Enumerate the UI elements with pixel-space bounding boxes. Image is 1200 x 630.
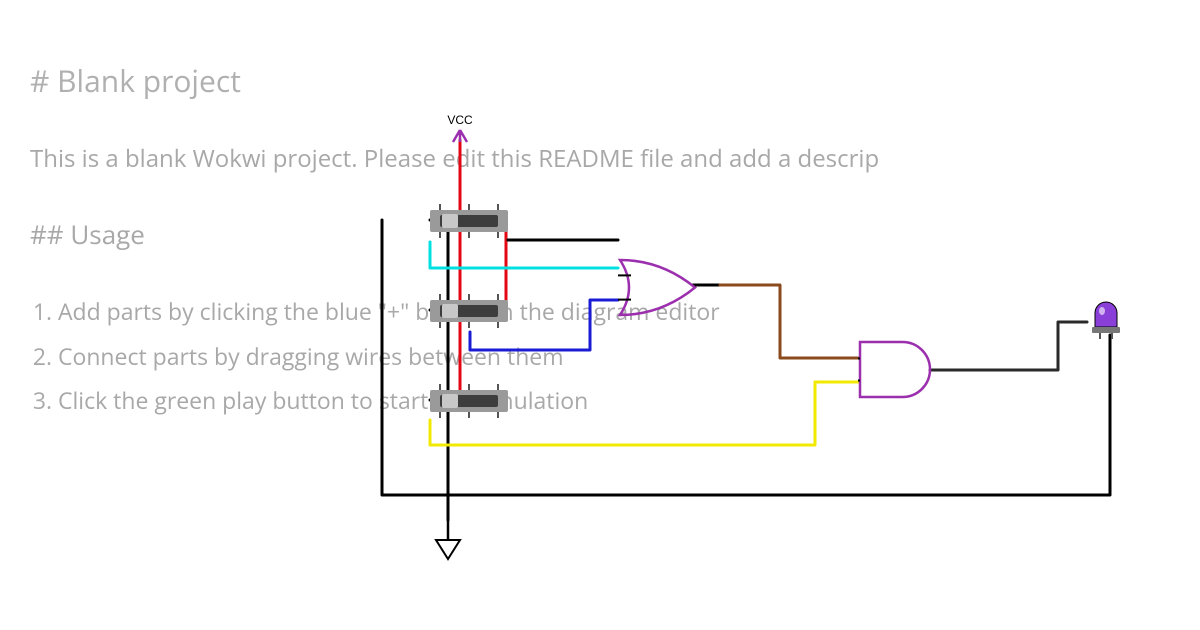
wire — [720, 285, 858, 358]
wire — [430, 242, 618, 268]
and-gate — [860, 342, 930, 397]
wire — [460, 140, 506, 400]
or-gate — [620, 260, 695, 315]
slide-switch[interactable] — [430, 294, 508, 328]
circuit-diagram: VCC — [0, 0, 1200, 630]
vcc-symbol — [453, 130, 467, 142]
gnd-symbol — [436, 540, 460, 559]
led — [1092, 302, 1120, 339]
wire — [930, 322, 1087, 370]
vcc-label: VCC — [447, 113, 473, 127]
slide-switch[interactable] — [430, 384, 508, 418]
slide-switch[interactable] — [430, 204, 508, 238]
wire — [382, 220, 1110, 495]
